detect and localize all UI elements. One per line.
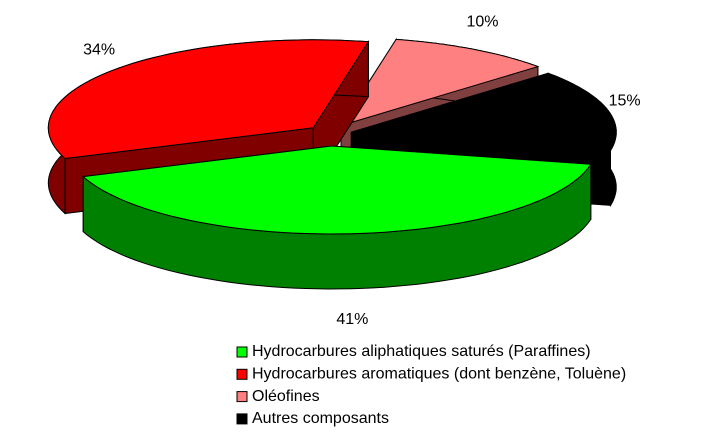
slice-top xyxy=(47,39,370,160)
pie-slice xyxy=(82,145,592,290)
legend-swatch xyxy=(236,391,248,403)
legend-swatch xyxy=(236,368,248,380)
data-label: 10% xyxy=(466,14,498,31)
slice-top xyxy=(339,38,540,127)
data-label: 41% xyxy=(336,311,368,328)
legend-swatch xyxy=(236,413,248,425)
legend-label: Hydrocarbures aliphatiques saturés (Para… xyxy=(252,343,591,360)
data-label: 15% xyxy=(609,93,641,110)
legend-label: Autres composants xyxy=(252,410,389,427)
data-label: 34% xyxy=(83,41,115,58)
legend-swatch xyxy=(236,346,248,358)
slice-top xyxy=(82,145,592,235)
legend-label: Oléofines xyxy=(252,388,320,405)
slice-top xyxy=(351,72,617,151)
legend-label: Hydrocarbures aromatiques (dont benzène,… xyxy=(252,366,626,383)
